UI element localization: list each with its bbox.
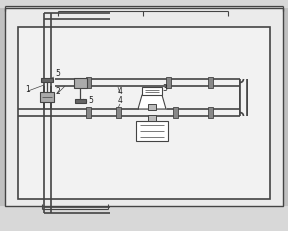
Text: 2: 2: [55, 87, 60, 96]
Polygon shape: [138, 95, 166, 109]
Text: 龍: 龍: [123, 67, 167, 139]
Bar: [40, 92, 54, 102]
Text: 5: 5: [55, 69, 60, 78]
Text: 1: 1: [25, 85, 30, 94]
Bar: [148, 104, 156, 110]
Bar: [0, 8, 18, 206]
Text: 龍: 龍: [26, 94, 50, 131]
Bar: [5, 8, 283, 206]
Text: 4: 4: [118, 87, 123, 96]
Bar: [136, 121, 168, 141]
Text: 龍: 龍: [240, 94, 264, 131]
Bar: [208, 107, 213, 118]
Bar: [173, 107, 178, 118]
Text: H  U  O  N  G  .  C  O: H U O N G . C O: [95, 126, 193, 136]
Bar: [148, 115, 156, 121]
Bar: [116, 107, 121, 118]
Bar: [86, 107, 91, 118]
Text: 5: 5: [88, 96, 93, 105]
Text: 4: 4: [118, 96, 123, 105]
Bar: [18, 27, 270, 199]
Bar: [208, 77, 213, 88]
Bar: [166, 77, 171, 88]
Bar: [74, 78, 87, 88]
Bar: [270, 8, 288, 206]
Bar: [75, 99, 86, 103]
Bar: [240, 79, 247, 116]
Bar: [86, 77, 91, 88]
Bar: [142, 87, 162, 95]
Text: 3: 3: [162, 84, 167, 93]
Bar: [41, 78, 53, 82]
